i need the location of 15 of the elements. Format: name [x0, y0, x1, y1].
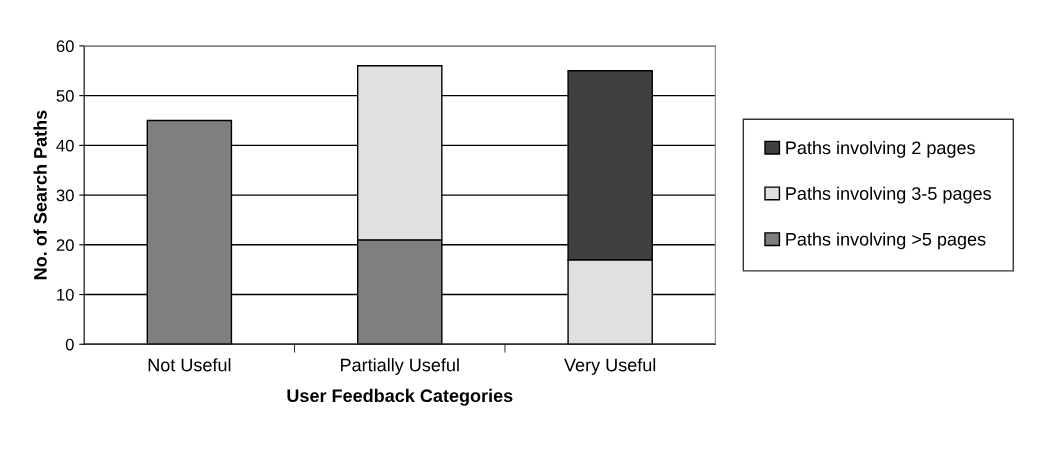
y-tick-label: 20	[56, 239, 74, 251]
y-tick-label: 10	[57, 288, 74, 301]
legend-label: Paths involving >5 pages	[786, 232, 986, 250]
y-axis-title: No. of Search Paths	[33, 110, 47, 280]
y-tick-label: 30	[56, 189, 74, 202]
y-tick-label: 50	[56, 90, 74, 102]
y-tick-label: 0	[65, 338, 74, 351]
legend-label: Paths involving 3-5 pages	[786, 186, 991, 204]
x-tick-label: Very Useful	[564, 358, 656, 375]
x-tick-label: Not Useful	[148, 358, 231, 372]
legend-label: Paths involving 2 pages	[786, 140, 975, 158]
y-tick-label: 60	[56, 40, 74, 53]
y-tick-label: 40	[56, 139, 74, 152]
x-tick-label: Partially Useful	[341, 358, 459, 375]
x-axis-title: User Feedback Categories	[287, 388, 513, 406]
